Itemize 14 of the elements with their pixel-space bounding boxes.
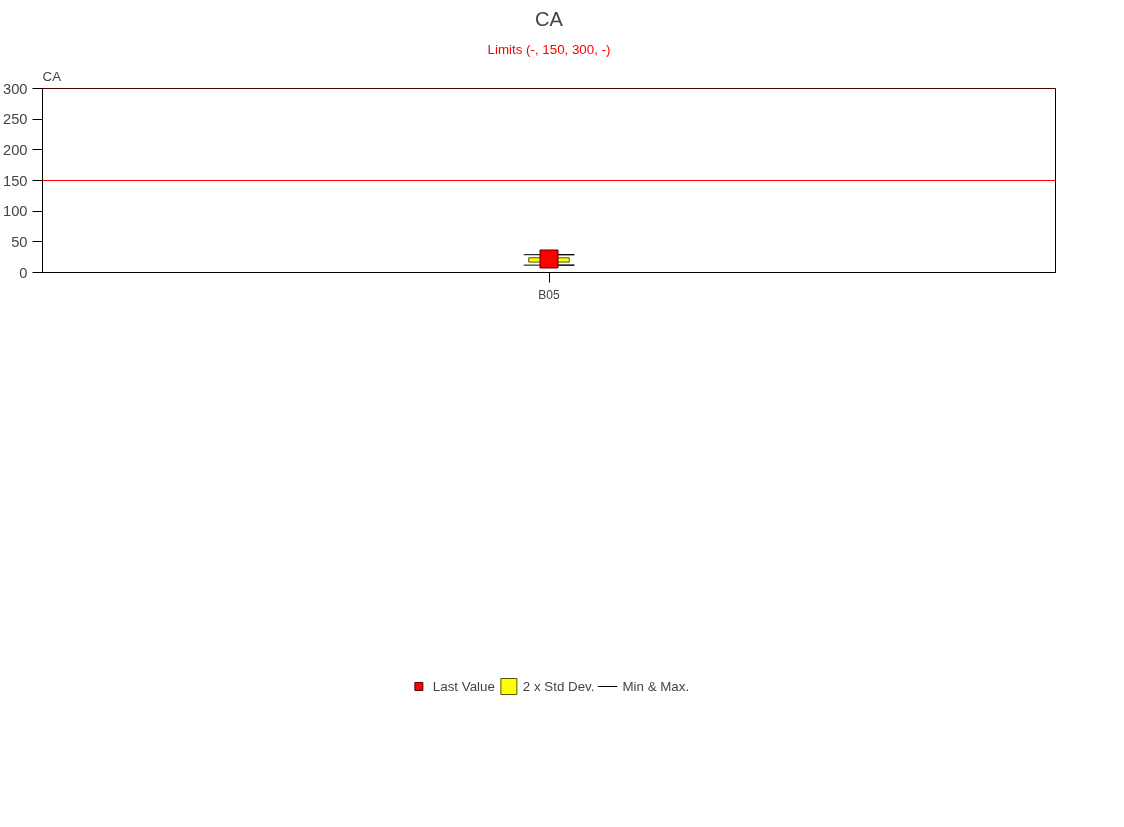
y-tick-label: 300 [3, 80, 28, 97]
y-tick-label: 250 [3, 111, 28, 128]
y-tick-label: 50 [11, 233, 28, 250]
y-tick-label: 200 [3, 141, 28, 158]
text: Min & Max. [622, 678, 690, 694]
chart-subtitle: Limits (-, 150, 300, -) [487, 41, 611, 57]
y-tick-label: 150 [3, 172, 28, 189]
legend-label: 2 x Std Dev. [522, 678, 595, 694]
y-axis-title: CA [535, 7, 564, 30]
chart-title: CA [42, 68, 62, 84]
x-tick-label: B05 [538, 287, 560, 302]
y-tick-label: 0 [19, 264, 28, 281]
y-tick-label: 100 [3, 203, 28, 220]
legend-label: Last Value [432, 678, 495, 694]
